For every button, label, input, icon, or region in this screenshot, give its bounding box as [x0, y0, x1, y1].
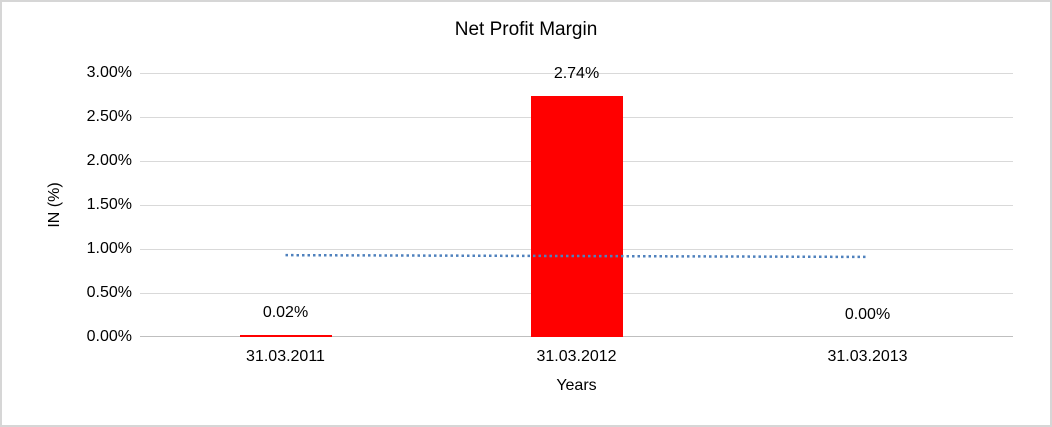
gridline	[140, 73, 1013, 74]
y-tick-label: 1.50%	[86, 196, 132, 213]
y-tick-label: 3.00%	[86, 64, 132, 81]
y-tick-label: 2.00%	[86, 152, 132, 169]
x-category-label: 31.03.2011	[246, 348, 325, 365]
bar-data-label: 0.00%	[844, 306, 891, 323]
plot-area: 0.02% 2.74% 0.00%	[140, 65, 1013, 337]
x-axis-title: Years	[556, 377, 597, 394]
bar-data-label: 0.02%	[262, 304, 309, 321]
trendline	[285, 253, 868, 259]
bar-data-label: 2.74%	[553, 65, 600, 82]
y-tick-label: 0.00%	[86, 328, 132, 345]
y-tick-label: 0.50%	[86, 284, 132, 301]
x-category-label: 31.03.2012	[536, 348, 617, 365]
y-tick-label: 1.00%	[86, 240, 132, 257]
bar-31.03.2011	[239, 335, 332, 337]
chart-title: Net Profit Margin	[454, 19, 598, 40]
y-tick-label: 2.50%	[86, 108, 132, 125]
bar-31.03.2012	[530, 96, 623, 337]
x-category-label: 31.03.2013	[827, 348, 908, 365]
